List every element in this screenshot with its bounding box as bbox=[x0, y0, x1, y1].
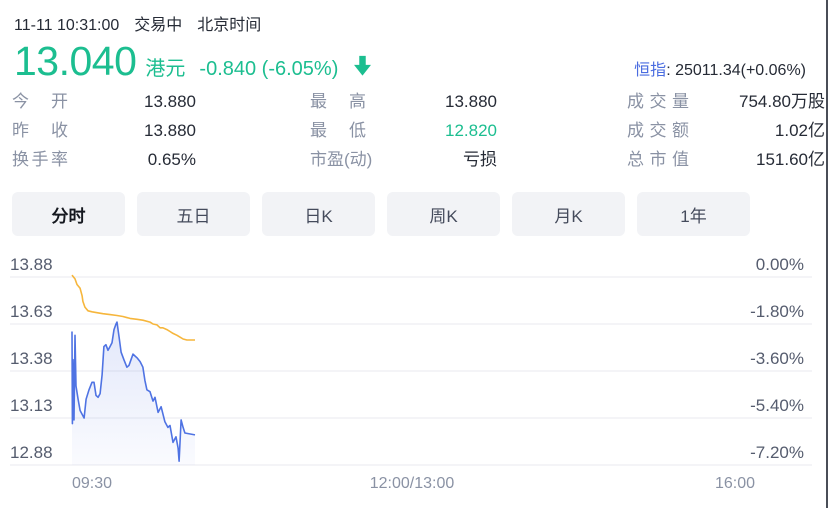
status-bar: 11-11 10:31:00 交易中 北京时间 bbox=[14, 11, 276, 35]
stats-column-2: 最高 13.880 最低 12.820 市盈(动) 亏损 bbox=[310, 87, 497, 174]
index-name[interactable]: 恒指 bbox=[634, 62, 667, 79]
y-axis-left-label: 13.88 bbox=[10, 255, 53, 274]
avg-price-line bbox=[71, 274, 195, 341]
stat-label: 今开 bbox=[12, 92, 68, 111]
market-status: 交易中 bbox=[134, 17, 183, 34]
stat-label: 最低 bbox=[310, 121, 366, 140]
down-arrow-icon bbox=[352, 53, 373, 78]
stat-value: 151.60亿 bbox=[756, 150, 825, 169]
stat-label: 成交量 bbox=[627, 92, 689, 111]
x-axis-label: 16:00 bbox=[715, 475, 755, 492]
tab-weekly-k[interactable]: 周K bbox=[387, 192, 500, 236]
stat-value: 13.880 bbox=[445, 92, 497, 111]
stat-row-high: 最高 13.880 bbox=[310, 87, 497, 116]
stat-row-turnover-rate: 换手率 0.65% bbox=[12, 145, 196, 174]
stats-grid: 今开 13.880 昨收 13.880 换手率 0.65% 最高 13.880 … bbox=[0, 87, 832, 175]
stat-value: 754.80万股 bbox=[739, 92, 825, 111]
stat-value: 0.65% bbox=[147, 150, 196, 169]
price-area-fill bbox=[72, 322, 195, 465]
y-axis-left-label: 13.38 bbox=[10, 349, 53, 368]
stat-value: 13.880 bbox=[144, 92, 196, 111]
stat-label: 总市值 bbox=[627, 150, 689, 169]
stat-row-volume: 成交量 754.80万股 bbox=[627, 87, 825, 116]
stat-row-market-cap: 总市值 151.60亿 bbox=[627, 145, 825, 174]
y-axis-left-label: 13.13 bbox=[10, 396, 53, 415]
y-axis-right-label: 0.00% bbox=[756, 255, 804, 274]
tab-5day[interactable]: 五日 bbox=[137, 192, 250, 236]
tab-daily-k[interactable]: 日K bbox=[262, 192, 375, 236]
hang-seng-index[interactable]: 恒指: 25011.34(+0.06%) bbox=[634, 56, 806, 80]
y-axis-right-label: -5.40% bbox=[750, 396, 804, 415]
tab-1year[interactable]: 1年 bbox=[637, 192, 750, 236]
stats-column-1: 今开 13.880 昨收 13.880 换手率 0.65% bbox=[12, 87, 196, 174]
stat-label: 最高 bbox=[310, 92, 366, 111]
y-axis-right-label: -3.60% bbox=[750, 349, 804, 368]
intraday-chart[interactable]: 13.88 0.00% 13.63 -1.80% 13.38 -3.60% 13.13 -5.… bbox=[0, 245, 832, 508]
tab-monthly-k[interactable]: 月K bbox=[512, 192, 625, 236]
currency-label: 港元 bbox=[145, 58, 186, 80]
price-change: -0.840 (-6.05%) bbox=[199, 58, 339, 80]
stats-column-3: 成交量 754.80万股 成交额 1.02亿 总市值 151.60亿 bbox=[627, 87, 825, 174]
period-tabs: 分时 五日 日K 周K 月K 1年 bbox=[12, 192, 750, 236]
y-axis-right-label: -1.80% bbox=[750, 302, 804, 321]
y-axis-left-label: 13.63 bbox=[10, 302, 53, 321]
price-header: 13.040 港元 -0.840 (-6.05%) bbox=[14, 38, 373, 85]
stat-row-low: 最低 12.820 bbox=[310, 116, 497, 145]
stat-row-open: 今开 13.880 bbox=[12, 87, 196, 116]
current-price: 13.040 bbox=[14, 38, 137, 84]
stat-value: 1.02亿 bbox=[774, 121, 825, 140]
x-axis-label: 12:00/13:00 bbox=[370, 475, 455, 492]
y-axis-left-label: 12.88 bbox=[10, 443, 53, 462]
stat-label: 换手率 bbox=[12, 150, 68, 169]
stat-value: 亏损 bbox=[463, 150, 497, 169]
timezone-label: 北京时间 bbox=[197, 17, 262, 34]
tab-intraday[interactable]: 分时 bbox=[12, 192, 125, 236]
index-quote: : 25011.34(+0.06%) bbox=[666, 62, 806, 79]
window-edge-line bbox=[826, 0, 828, 508]
stat-label: 昨收 bbox=[12, 121, 68, 140]
y-axis-right-label: -7.20% bbox=[750, 443, 804, 462]
x-axis-label: 09:30 bbox=[72, 475, 112, 492]
stat-label: 市盈(动) bbox=[310, 150, 373, 169]
stat-row-pe: 市盈(动) 亏损 bbox=[310, 145, 497, 174]
datetime-text: 11-11 10:31:00 bbox=[14, 17, 120, 34]
price-line bbox=[71, 321, 196, 462]
stat-row-prev-close: 昨收 13.880 bbox=[12, 116, 196, 145]
stat-row-amount: 成交额 1.02亿 bbox=[627, 116, 825, 145]
stat-label: 成交额 bbox=[627, 121, 689, 140]
stat-value-low: 12.820 bbox=[445, 121, 497, 140]
stat-value: 13.880 bbox=[144, 121, 196, 140]
